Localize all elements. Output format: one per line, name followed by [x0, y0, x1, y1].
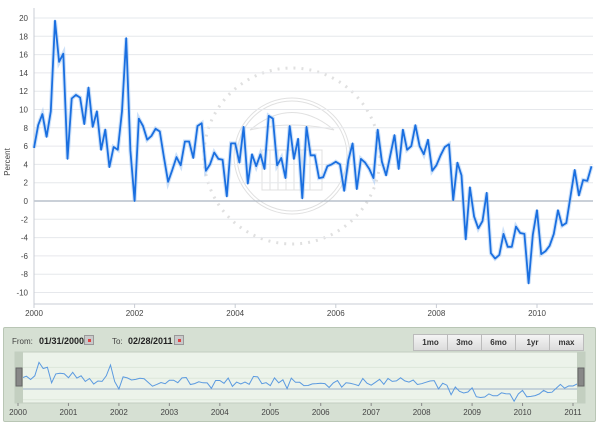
navigator-x-tick-label: 2004 — [211, 408, 229, 417]
to-label: To: — [112, 337, 123, 346]
x-tick-label: 2008 — [428, 309, 446, 318]
y-tick-label: 18 — [19, 32, 28, 41]
navigator-x-tick-label: 2010 — [514, 408, 532, 417]
from-date-input[interactable]: 01/31/2000 — [39, 336, 85, 346]
navigator-x-tick-label: 2006 — [312, 408, 330, 417]
y-tick-label: 20 — [19, 14, 28, 23]
x-tick-label: 2010 — [528, 309, 546, 318]
y-tick-label: -6 — [21, 252, 29, 261]
navigator-x-tick-label: 2002 — [110, 408, 128, 417]
navigator-series-line — [17, 361, 578, 403]
navigator-x-tick-label: 2000 — [9, 408, 27, 417]
y-tick-label: 0 — [24, 197, 29, 206]
navigator-x-tick-label: 2009 — [463, 408, 481, 417]
from-calendar-icon[interactable] — [84, 335, 94, 345]
navigator-x-tick-label: 2011 — [564, 408, 582, 417]
y-tick-label: 12 — [19, 87, 28, 96]
navigator-x-tick-label: 2001 — [60, 408, 78, 417]
y-axis-label: Percent — [3, 147, 12, 175]
x-tick-label: 2004 — [226, 309, 244, 318]
from-label: From: — [12, 337, 33, 346]
y-tick-label: -4 — [21, 234, 29, 243]
x-tick-label: 2002 — [126, 309, 144, 318]
navigator-x-tick-label: 2007 — [362, 408, 380, 417]
navigator-x-tick-label: 2005 — [261, 408, 279, 417]
y-tick-label: 8 — [24, 124, 29, 133]
y-tick-label: -2 — [21, 215, 29, 224]
handle-grip-icon[interactable] — [15, 367, 23, 387]
y-tick-label: 16 — [19, 51, 28, 60]
y-tick-label: 10 — [19, 106, 28, 115]
handle-grip-icon[interactable] — [577, 367, 585, 387]
y-tick-label: 6 — [24, 142, 29, 151]
to-calendar-icon[interactable] — [174, 335, 184, 345]
y-tick-label: -10 — [16, 289, 28, 298]
navigator-x-tick-label: 2003 — [160, 408, 178, 417]
navigator-x-tick-label: 2008 — [413, 408, 431, 417]
range-button-max[interactable]: max — [549, 334, 584, 351]
y-tick-label: 4 — [24, 160, 29, 169]
range-button-6mo[interactable]: 6mo — [481, 334, 516, 351]
series-line — [33, 19, 593, 285]
series-line-glow — [32, 20, 594, 284]
y-tick-label: 2 — [24, 179, 29, 188]
to-date-input[interactable]: 02/28/2011 — [128, 336, 173, 346]
main-chart: -10 -8 -6 -4 -2 0 2 4 6 8 10 12 14 16 18 20 2000 2002 200… — [3, 8, 594, 318]
range-navigator: 2000 2001 2002 2003 2004 2005 2006 2007 2008 2009… — [3, 327, 596, 422]
range-button-3mo[interactable]: 3mo — [447, 334, 482, 351]
navigator-plot-area[interactable] — [14, 351, 586, 404]
range-button-1yr[interactable]: 1yr — [515, 334, 550, 351]
x-tick-label: 2000 — [25, 309, 43, 318]
x-tick-label: 2006 — [327, 309, 345, 318]
y-tick-label: 14 — [19, 69, 28, 78]
y-tick-label: -8 — [21, 270, 29, 279]
range-button-1mo[interactable]: 1mo — [413, 334, 448, 351]
